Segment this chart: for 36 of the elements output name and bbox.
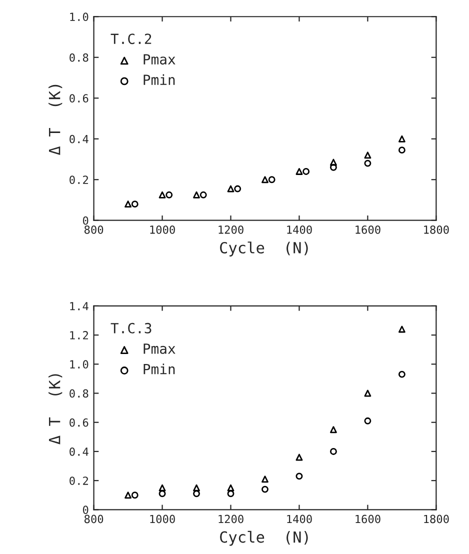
x-tick-label: 1200 bbox=[218, 514, 244, 524]
x-axis-title: Cycle (N) bbox=[220, 530, 308, 546]
x-tick-label: 1000 bbox=[150, 225, 175, 234]
legend-label: Pmax bbox=[144, 54, 176, 65]
x-tick-label: 1400 bbox=[287, 225, 312, 234]
y-tick-label: 0.8 bbox=[70, 53, 88, 62]
y-tick-label: 1.4 bbox=[70, 302, 88, 310]
y-tick-label: 0.2 bbox=[70, 476, 88, 485]
y-tick-label: 0.4 bbox=[70, 447, 88, 456]
x-tick-label: 1200 bbox=[218, 225, 244, 234]
y-tick-label: 0 bbox=[82, 506, 88, 514]
y-axis-title: Δ T (K) bbox=[48, 374, 62, 444]
x-tick-label: 1600 bbox=[356, 514, 380, 524]
legend-label: Pmax bbox=[144, 344, 176, 354]
legend-label: Pmin bbox=[144, 364, 175, 374]
y-tick-label: 0 bbox=[82, 216, 88, 225]
x-axis-title: Cycle (N) bbox=[220, 242, 308, 256]
y-tick-label: 0.2 bbox=[70, 176, 88, 184]
y-axis-title: Δ T (K) bbox=[48, 84, 62, 156]
y-tick-label: 0.8 bbox=[70, 389, 88, 398]
x-tick-label: 800 bbox=[84, 225, 104, 234]
y-tick-label: 1.0 bbox=[70, 12, 88, 22]
legend-title: T.C.3 bbox=[110, 322, 152, 334]
x-tick-label: 800 bbox=[84, 514, 104, 524]
x-tick-label: 1400 bbox=[287, 514, 312, 524]
x-tick-label: 1000 bbox=[150, 514, 175, 524]
y-tick-label: 0.6 bbox=[70, 418, 88, 427]
legend-title: T.C.2 bbox=[110, 34, 152, 44]
x-tick-label: 1800 bbox=[424, 514, 449, 524]
x-tick-label: 1600 bbox=[356, 225, 380, 234]
x-tick-label: 1800 bbox=[424, 225, 449, 234]
legend-label: Pmin bbox=[144, 74, 175, 85]
y-tick-label: 1.0 bbox=[70, 360, 88, 369]
y-tick-label: 1.2 bbox=[70, 331, 88, 340]
y-tick-label: 0.6 bbox=[70, 94, 88, 103]
y-tick-label: 0.4 bbox=[70, 134, 88, 144]
